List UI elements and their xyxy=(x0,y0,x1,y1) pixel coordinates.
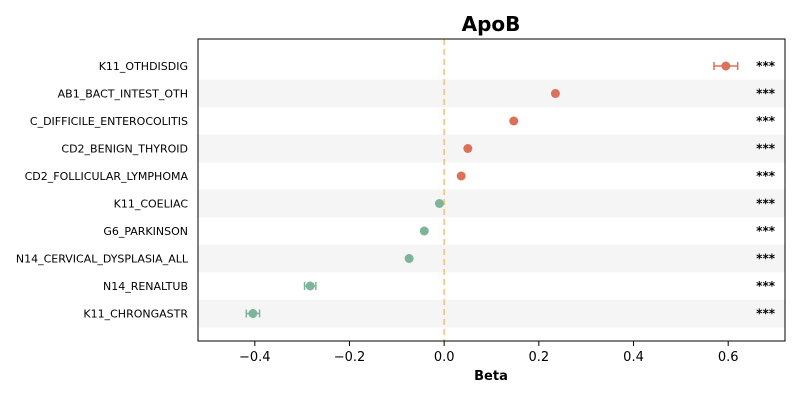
data-point xyxy=(509,116,519,126)
significance-label: *** xyxy=(756,59,776,73)
y-tick-labels: K11_OTHDISDIG AB1_BACT_INTEST_OTH C_DIFFIC… xyxy=(16,60,189,321)
y-tick-label: K11_OTHDISDIG xyxy=(99,60,188,73)
significance-label: *** xyxy=(756,224,776,238)
significance-labels: *** *** *** *** *** *** *** *** *** *** xyxy=(756,59,776,321)
data-point xyxy=(419,226,429,236)
x-tick-label: −0.4 xyxy=(239,350,271,365)
data-point xyxy=(456,171,466,181)
row-bands xyxy=(198,79,785,328)
x-tick-label: 0.2 xyxy=(528,350,549,365)
significance-label: *** xyxy=(756,87,776,101)
row-band xyxy=(198,299,785,328)
row-band xyxy=(198,134,785,163)
significance-label: *** xyxy=(756,252,776,266)
row-band xyxy=(198,244,785,273)
chart-title: ApoB xyxy=(462,12,521,36)
data-point xyxy=(721,61,731,71)
y-tick-label: K11_CHRONGASTR xyxy=(83,308,188,321)
data-point xyxy=(550,89,560,98)
data-point xyxy=(463,144,473,153)
y-tick-label: AB1_BACT_INTEST_OTH xyxy=(58,88,188,101)
row-band xyxy=(198,79,785,108)
y-tick-label: N14_CERVICAL_DYSPLASIA_ALL xyxy=(16,253,189,266)
x-ticks: −0.4 −0.2 0.0 0.2 0.4 0.6 xyxy=(239,341,739,365)
significance-label: *** xyxy=(756,114,776,128)
y-tick-label: K11_COELIAC xyxy=(114,198,189,211)
y-tick-label: C_DIFFICILE_ENTEROCOLITIS xyxy=(30,115,188,128)
x-tick-label: −0.2 xyxy=(334,350,366,365)
x-tick-label: 0.4 xyxy=(623,350,644,365)
significance-label: *** xyxy=(756,307,776,321)
row-band xyxy=(198,189,785,218)
y-tick-label: N14_RENALTUB xyxy=(103,280,188,293)
y-tick-label: G6_PARKINSON xyxy=(103,225,188,238)
data-points xyxy=(248,61,731,318)
significance-label: *** xyxy=(756,197,776,211)
data-point xyxy=(305,281,315,291)
data-point xyxy=(404,254,414,263)
plot-frame xyxy=(197,38,786,342)
x-axis-label: Beta xyxy=(474,369,508,384)
data-point xyxy=(248,309,258,318)
x-tick-label: 0.6 xyxy=(718,350,739,365)
y-tick-label: CD2_BENIGN_THYROID xyxy=(61,143,188,156)
data-point xyxy=(434,199,444,208)
x-tick-label: 0.0 xyxy=(434,350,455,365)
y-tick-label: CD2_FOLLICULAR_LYMPHOMA xyxy=(25,170,189,183)
significance-label: *** xyxy=(756,142,776,156)
significance-label: *** xyxy=(756,279,776,293)
significance-label: *** xyxy=(756,169,776,183)
